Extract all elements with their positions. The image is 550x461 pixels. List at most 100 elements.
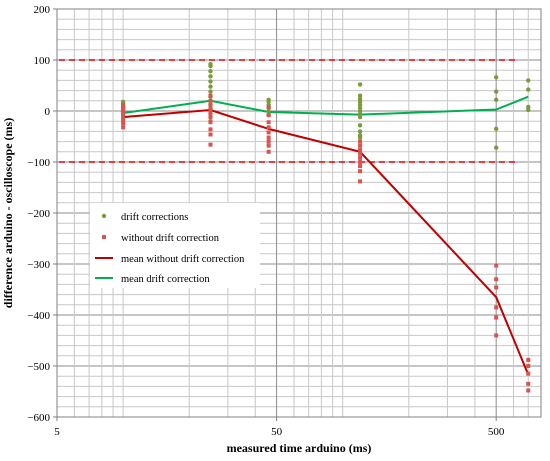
data-point-circle (526, 87, 531, 92)
legend-swatch-square (102, 235, 106, 239)
y-tick-label: 100 (34, 55, 51, 67)
data-point-square (266, 149, 271, 154)
data-point-square (358, 164, 363, 169)
data-point-square (208, 120, 213, 125)
data-point-square (208, 102, 213, 107)
data-point-circle (208, 69, 213, 74)
data-point-square (266, 113, 271, 118)
data-point-square (266, 120, 271, 125)
data-point-square (494, 333, 499, 338)
x-tick-label: 5 (54, 426, 60, 438)
data-point-square (266, 130, 271, 135)
y-tick-label: 0 (45, 106, 51, 118)
series-lines (122, 95, 530, 376)
data-point-square (121, 121, 126, 126)
data-point-circle (493, 97, 499, 102)
data-point-circle (357, 111, 363, 117)
legend-label: mean without drift correction (121, 254, 245, 265)
data-point-circle (357, 135, 363, 140)
data-point-square (266, 135, 271, 140)
legend-label: without drift correction (121, 233, 220, 244)
data-point-square (358, 160, 363, 164)
data-point-square (494, 277, 499, 282)
series-points (120, 61, 531, 393)
y-tick-label: −100 (27, 157, 50, 169)
data-point-square (121, 115, 126, 120)
data-point-square (526, 357, 531, 362)
legend: drift corrections without drift correctio… (90, 203, 260, 288)
data-point-square (121, 118, 126, 123)
data-point-square (526, 364, 531, 368)
data-point-square (266, 104, 271, 109)
data-point-circle (493, 75, 499, 80)
data-point-square (208, 93, 213, 98)
data-point-square (494, 305, 499, 310)
data-point-square (358, 151, 363, 156)
data-point-square (208, 115, 213, 120)
data-point-square (121, 109, 126, 113)
data-point-square (208, 142, 213, 147)
data-point-square (494, 315, 499, 320)
legend-label: drift corrections (121, 212, 188, 223)
data-point-circle (493, 89, 499, 94)
data-point-circle (357, 105, 363, 111)
data-point-circle (208, 79, 213, 84)
data-point-square (208, 111, 213, 116)
x-axis-label: measured time arduino (ms) (227, 441, 372, 455)
data-point-square (494, 263, 499, 268)
data-point-circle (208, 84, 213, 89)
data-point-square (121, 102, 126, 107)
data-point-square (358, 179, 363, 184)
data-point-square (121, 112, 126, 117)
data-point-circle (357, 108, 363, 114)
data-point-square (494, 285, 499, 290)
data-point-square (358, 147, 363, 152)
data-point-circle (357, 123, 363, 128)
y-tick-label: −600 (27, 412, 50, 424)
data-point-square (526, 371, 531, 376)
data-point-circle (208, 74, 213, 79)
data-point-square (358, 143, 363, 148)
y-tick-label: 200 (34, 4, 51, 16)
data-point-circle (357, 82, 363, 87)
reference-lines (59, 59, 515, 163)
x-tick-label: 500 (488, 426, 505, 438)
data-point-circle (266, 108, 271, 114)
data-point-circle (526, 104, 531, 110)
data-point-square (358, 155, 363, 160)
y-tick-label: −500 (27, 361, 50, 373)
series-line (122, 95, 529, 116)
y-axis-ticks: 200 100 0 −100 −200 −300 −400 −500 −600 (27, 4, 57, 424)
data-point-circle (357, 102, 363, 108)
data-point-square (208, 127, 213, 132)
y-tick-label: −400 (27, 310, 50, 322)
y-tick-label: −200 (27, 208, 50, 220)
series-line (123, 108, 530, 376)
x-axis-ticks: 5 50 500 (54, 417, 505, 438)
data-point-square (266, 125, 271, 130)
x-tick-label: 50 (271, 426, 283, 438)
data-point-circle (357, 129, 363, 134)
data-point-circle (208, 89, 213, 94)
data-point-circle (266, 99, 271, 105)
data-point-circle (357, 96, 363, 101)
data-point-circle (526, 107, 531, 113)
data-point-circle (357, 93, 363, 98)
y-tick-label: −300 (27, 259, 50, 271)
data-point-square (358, 139, 363, 144)
data-point-square (266, 139, 271, 144)
data-point-square (208, 98, 213, 103)
data-point-square (266, 143, 271, 148)
data-point-square (121, 105, 126, 110)
data-point-square (208, 106, 213, 111)
data-point-square (526, 388, 531, 393)
data-point-square (526, 381, 531, 386)
data-point-circle (208, 63, 213, 69)
data-point-square (358, 169, 363, 174)
data-point-square (121, 125, 126, 130)
data-point-circle (493, 145, 499, 150)
legend-label: mean drift correction (121, 274, 210, 285)
legend-swatch-circle (101, 213, 107, 219)
